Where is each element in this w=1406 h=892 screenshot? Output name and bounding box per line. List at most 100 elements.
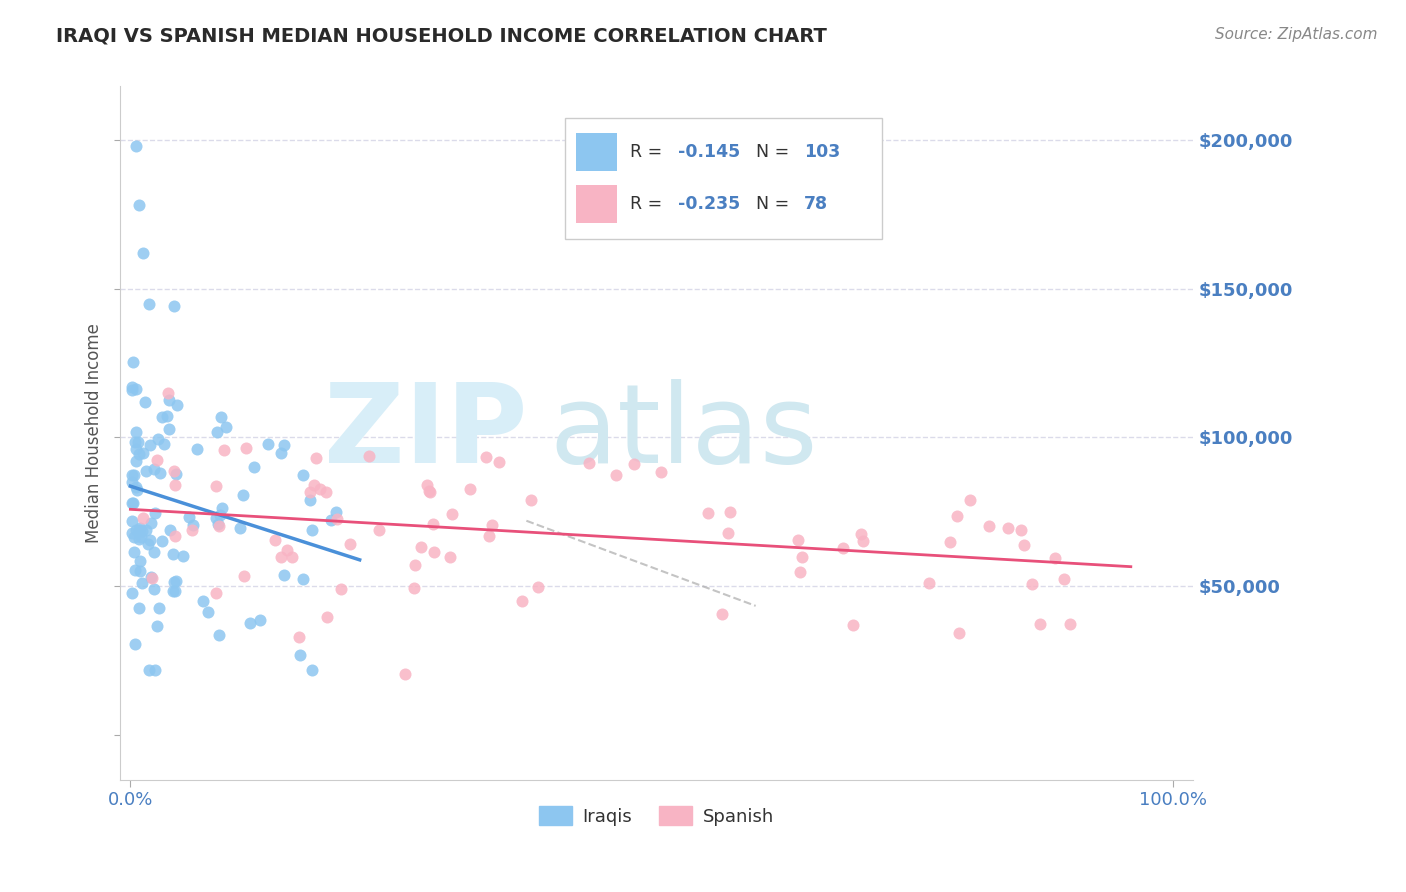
Point <box>205 425 228 439</box>
Point <box>204 586 226 600</box>
Point <box>121 586 143 600</box>
Point <box>124 435 146 450</box>
Point <box>125 483 148 498</box>
Point <box>152 410 174 425</box>
Point <box>143 663 166 677</box>
Point <box>132 446 155 460</box>
Point <box>128 198 150 212</box>
Point <box>121 383 143 397</box>
Point <box>150 533 173 548</box>
Point <box>138 438 160 452</box>
Point <box>215 420 238 434</box>
Point <box>163 300 186 314</box>
Text: IRAQI VS SPANISH MEDIAN HOUSEHOLD INCOME CORRELATION CHART: IRAQI VS SPANISH MEDIAN HOUSEHOLD INCOME… <box>56 27 827 45</box>
Point <box>235 441 257 455</box>
Point <box>273 438 295 452</box>
Point <box>132 246 155 260</box>
Text: -0.235: -0.235 <box>678 195 741 213</box>
Point <box>166 398 188 412</box>
Point <box>145 619 167 633</box>
Point <box>209 508 232 522</box>
Point <box>149 467 172 481</box>
Point <box>309 482 332 496</box>
Point <box>177 509 200 524</box>
Point <box>157 422 180 436</box>
Point <box>165 467 187 481</box>
Point <box>180 523 202 537</box>
Point <box>124 139 146 153</box>
Point <box>207 517 229 532</box>
Point <box>138 296 160 310</box>
Point <box>121 496 143 510</box>
Point <box>519 492 541 507</box>
Point <box>718 505 741 519</box>
Point <box>131 524 153 538</box>
Point <box>143 506 166 520</box>
Point <box>129 564 152 578</box>
Point <box>416 478 439 492</box>
Point <box>121 475 143 490</box>
Point <box>276 543 298 558</box>
Point <box>298 484 321 499</box>
Point <box>208 627 231 641</box>
Point <box>163 478 186 492</box>
Point <box>623 457 645 471</box>
Point <box>122 545 145 559</box>
Point <box>128 600 150 615</box>
Point <box>162 547 184 561</box>
Point <box>165 528 187 542</box>
Point <box>125 454 148 468</box>
FancyBboxPatch shape <box>576 186 617 223</box>
Point <box>121 514 143 528</box>
Point <box>142 582 165 597</box>
Point <box>209 410 232 425</box>
Point <box>716 526 738 541</box>
Point <box>411 540 433 554</box>
Text: 78: 78 <box>804 195 828 213</box>
Point <box>229 521 252 535</box>
Text: atlas: atlas <box>550 379 818 486</box>
Point <box>302 478 325 492</box>
Point <box>249 613 271 627</box>
Point <box>159 524 181 538</box>
Point <box>134 523 156 537</box>
Point <box>132 511 155 525</box>
Text: N =: N = <box>756 144 796 161</box>
Point <box>146 453 169 467</box>
Text: Source: ZipAtlas.com: Source: ZipAtlas.com <box>1215 27 1378 42</box>
Point <box>128 524 150 538</box>
Point <box>131 576 153 591</box>
Point <box>301 523 323 537</box>
Point <box>305 451 328 466</box>
Point <box>321 513 343 527</box>
Point <box>710 607 733 621</box>
Text: R =: R = <box>630 195 668 213</box>
Point <box>481 517 503 532</box>
Point <box>128 520 150 534</box>
FancyBboxPatch shape <box>576 133 617 171</box>
Point <box>193 594 215 608</box>
Point <box>948 625 970 640</box>
Point <box>458 482 481 496</box>
Point <box>121 468 143 483</box>
Point <box>139 533 162 548</box>
Point <box>959 493 981 508</box>
Point <box>939 534 962 549</box>
Point <box>124 524 146 538</box>
Point <box>243 459 266 474</box>
Point <box>298 493 321 508</box>
Point <box>124 468 146 483</box>
Point <box>1029 616 1052 631</box>
Point <box>197 605 219 619</box>
Point <box>181 518 204 533</box>
Point <box>128 554 150 568</box>
Point <box>146 432 169 446</box>
Point <box>141 571 163 585</box>
Point <box>918 575 941 590</box>
Point <box>394 666 416 681</box>
Point <box>134 394 156 409</box>
Point <box>696 506 718 520</box>
Point <box>125 383 148 397</box>
Point <box>124 442 146 456</box>
Point <box>121 354 143 368</box>
